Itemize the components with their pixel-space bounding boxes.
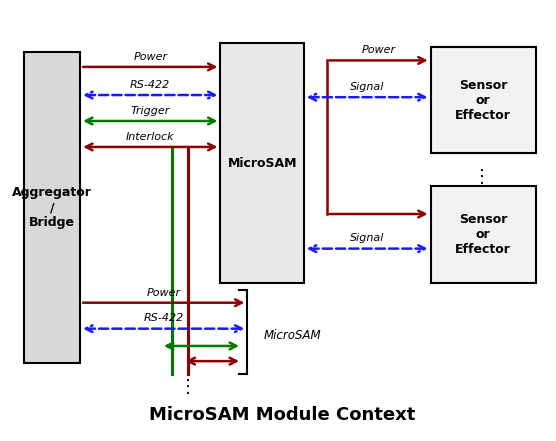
Text: MicroSAM: MicroSAM xyxy=(264,329,321,342)
Text: MicroSAM Module Context: MicroSAM Module Context xyxy=(149,406,415,424)
Text: Sensor
or
Effector: Sensor or Effector xyxy=(455,79,511,122)
Text: MicroSAM: MicroSAM xyxy=(227,157,297,170)
Text: RS-422: RS-422 xyxy=(143,314,184,324)
Text: Power: Power xyxy=(361,45,396,55)
FancyBboxPatch shape xyxy=(430,48,535,153)
Text: Power: Power xyxy=(147,288,181,298)
FancyBboxPatch shape xyxy=(430,186,535,283)
FancyBboxPatch shape xyxy=(24,52,80,363)
Text: RS-422: RS-422 xyxy=(130,80,171,90)
FancyBboxPatch shape xyxy=(220,43,304,283)
Text: Signal: Signal xyxy=(350,233,384,243)
Text: ⋮: ⋮ xyxy=(179,378,197,396)
Text: Interlock: Interlock xyxy=(126,132,175,142)
Text: Signal: Signal xyxy=(350,82,384,92)
Text: Sensor
or
Effector: Sensor or Effector xyxy=(455,213,511,256)
Text: ⋮: ⋮ xyxy=(473,168,491,186)
Text: Aggregator
/
Bridge: Aggregator / Bridge xyxy=(12,186,92,229)
Text: Trigger: Trigger xyxy=(131,106,170,116)
Text: Power: Power xyxy=(133,52,167,62)
